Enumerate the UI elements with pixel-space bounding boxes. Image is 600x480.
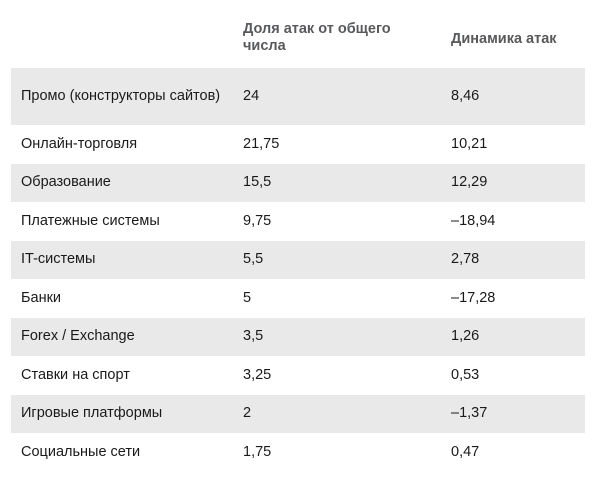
table-row: IT-системы 5,5 2,78	[11, 240, 585, 279]
cell-share: 15,5	[243, 174, 272, 191]
table-row: Forex / Exchange 3,5 1,26	[11, 317, 585, 356]
table-row: Онлайн-торговля 21,75 10,21	[11, 125, 585, 164]
table-row: Социальные сети 1,75 0,47	[11, 433, 585, 472]
cell-share: 5	[243, 289, 252, 306]
table-header: Доля атак от общего числа Динамика атак	[11, 0, 585, 68]
cell-dynamics: 10,21	[451, 135, 488, 152]
cell-dynamics: 1,26	[451, 328, 480, 345]
cell-sector: Forex / Exchange	[21, 328, 135, 345]
cell-dynamics: 8,46	[451, 88, 480, 104]
cell-sector: Образование	[21, 174, 111, 191]
cell-sector: Банки	[21, 289, 62, 306]
attack-stats-table: Доля атак от общего числа Динамика атак …	[11, 0, 585, 472]
header-dynamics: Динамика атак	[451, 31, 557, 47]
cell-share: 3,5	[243, 328, 264, 345]
cell-share: 2	[243, 405, 252, 422]
table-row: Игровые платформы 2 –1,37	[11, 394, 585, 433]
table-row: Ставки на спорт 3,25 0,53	[11, 356, 585, 395]
cell-share: 3,25	[243, 366, 272, 383]
cell-dynamics: –17,28	[451, 289, 496, 306]
table-row: Платежные системы 9,75 –18,94	[11, 202, 585, 241]
table-row: Промо (конструкторы сайтов) 24 8,46	[11, 68, 585, 125]
cell-sector: Социальные сети	[21, 443, 141, 460]
cell-share: 21,75	[243, 135, 280, 152]
cell-dynamics: 0,53	[451, 366, 480, 383]
cell-share: 9,75	[243, 212, 272, 229]
cell-dynamics: –1,37	[451, 405, 488, 422]
table-row: Образование 15,5 12,29	[11, 163, 585, 202]
cell-sector: IT-системы	[21, 251, 96, 268]
cell-sector: Платежные системы	[21, 212, 160, 229]
cell-dynamics: 0,47	[451, 443, 480, 460]
cell-dynamics: 2,78	[451, 251, 480, 268]
cell-share: 5,5	[243, 251, 264, 268]
cell-share: 1,75	[243, 443, 272, 460]
cell-sector: Промо (конструкторы сайтов)	[21, 88, 221, 104]
cell-dynamics: –18,94	[451, 212, 496, 229]
table-row: Банки 5 –17,28	[11, 279, 585, 318]
cell-share: 24	[243, 88, 260, 104]
cell-sector: Онлайн-торговля	[21, 135, 138, 152]
cell-sector: Ставки на спорт	[21, 366, 130, 383]
cell-sector: Игровые платформы	[21, 405, 163, 422]
header-share: Доля атак от общего числа	[243, 21, 391, 54]
cell-dynamics: 12,29	[451, 174, 488, 191]
